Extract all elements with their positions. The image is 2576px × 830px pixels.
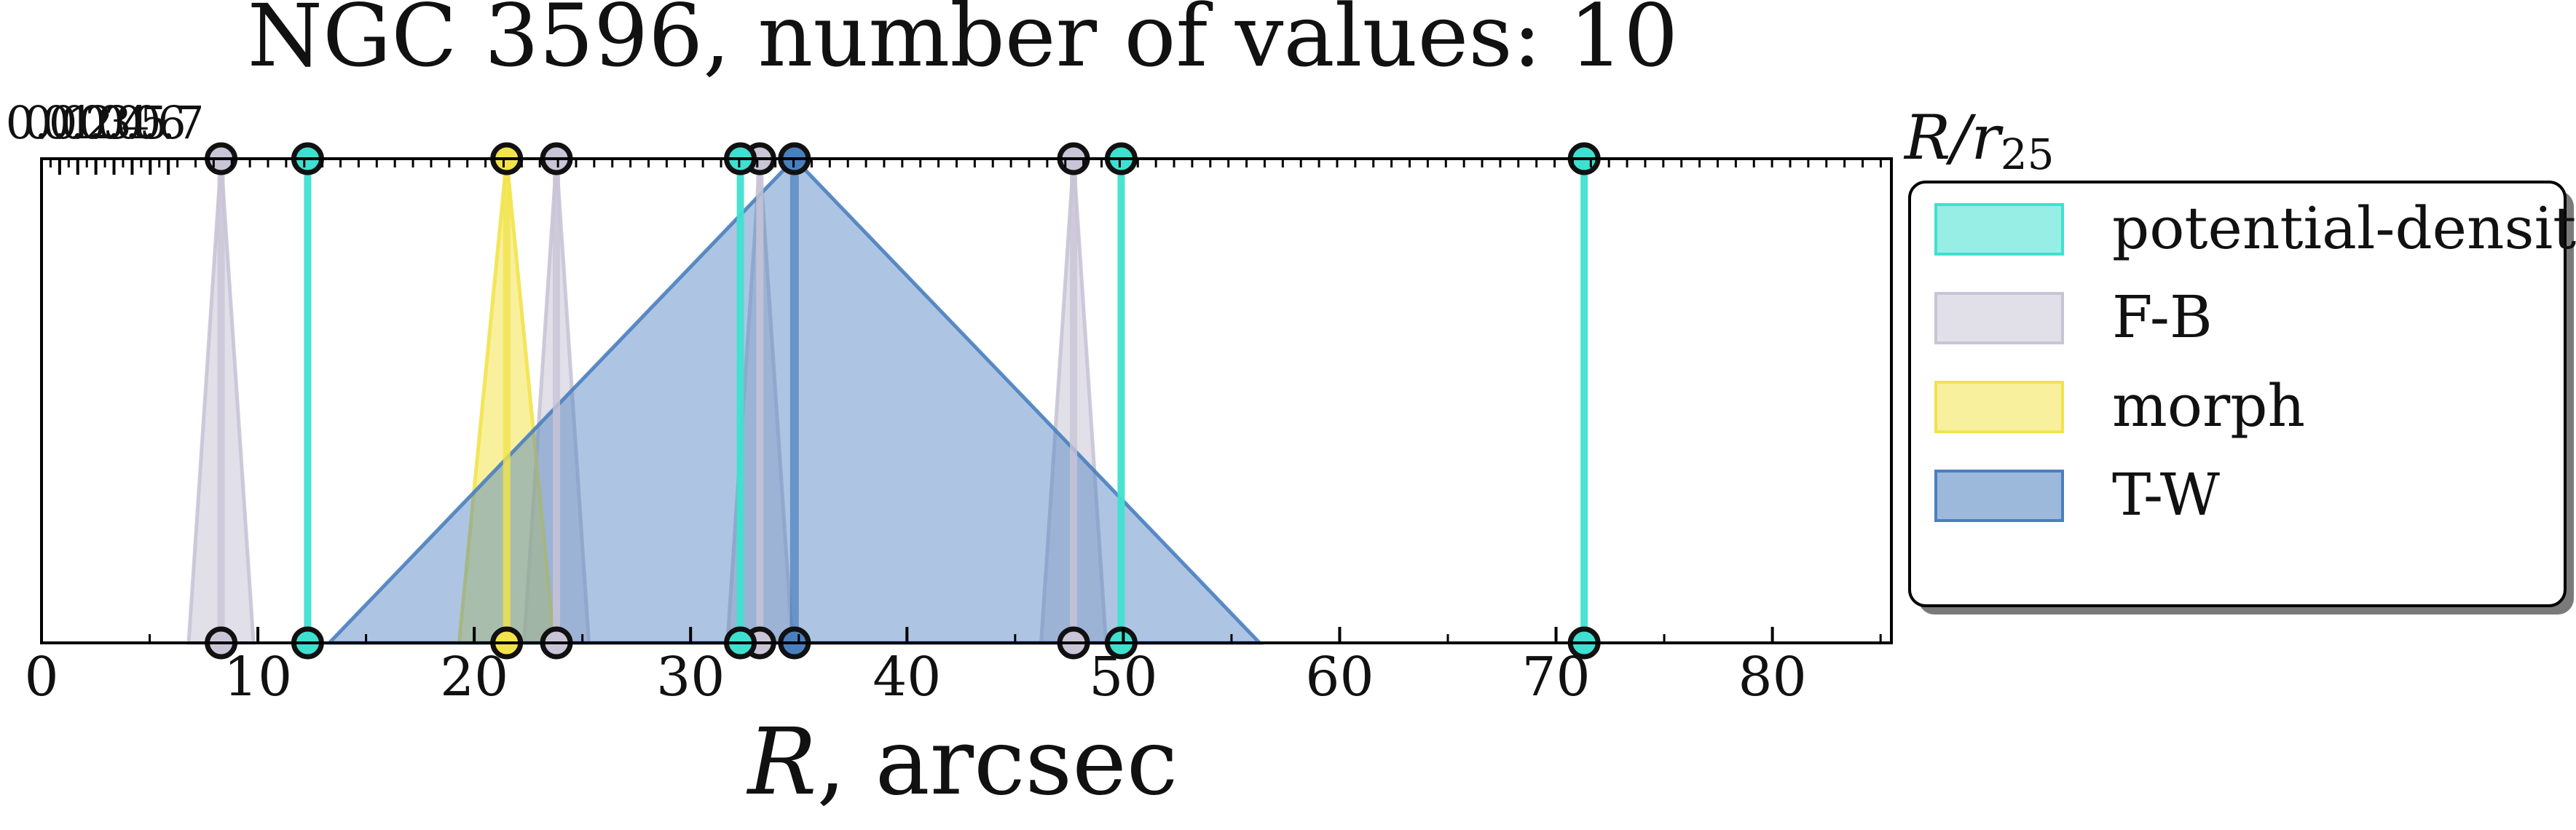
x-tick-label: 0 — [24, 646, 58, 708]
legend-label-potential-density: potential-density — [2112, 194, 2576, 262]
top-tick-label: 0.3 — [60, 96, 132, 149]
top-tick-label: 0.1 — [24, 96, 96, 149]
plot-lines — [217, 159, 1588, 643]
legend-swatch-morph — [1934, 381, 2064, 433]
top-tick-label: 0.6 — [114, 96, 186, 149]
top-tick-label: 0.4 — [78, 96, 150, 149]
chart-title: NGC 3596, number of values: 10 — [248, 0, 1679, 86]
top-tick-label: 0.7 — [133, 96, 205, 149]
x-tick-label: 40 — [873, 646, 941, 708]
top-axis: 0.00.10.20.30.40.50.60.7 — [6, 96, 1882, 175]
legend-swatch-potential-density — [1934, 203, 2064, 256]
x-tick-label: 30 — [656, 646, 725, 708]
legend-box — [1908, 181, 2567, 607]
plot-frame — [40, 157, 1893, 644]
legend-label-f-b: F-B — [2112, 283, 2213, 351]
top-axis-label-main: R/r — [1903, 102, 2004, 173]
x-tick-label: 70 — [1521, 646, 1590, 708]
top-axis-label-sub: 25 — [2001, 130, 2055, 179]
x-tick-label: 20 — [440, 646, 508, 708]
x-tick-label: 50 — [1089, 646, 1157, 708]
x-axis-label-main: R — [747, 708, 817, 815]
x-axis-label: R, arcsec — [747, 708, 1178, 815]
x-tick-label: 10 — [224, 646, 292, 708]
x-tick-label: 60 — [1305, 646, 1374, 708]
x-tick-label: 80 — [1738, 646, 1807, 708]
bottom-axis: 0 10 20 30 40 50 60 70 80 — [24, 627, 1882, 708]
legend-swatch-t-w — [1934, 470, 2064, 522]
top-tick-label: 0.0 — [6, 96, 78, 149]
legend: potential-density F-B morph T-W — [1908, 181, 2576, 614]
top-tick-label: 0.5 — [96, 96, 168, 149]
plot-bands — [186, 156, 1264, 645]
top-tick-label: 0.2 — [42, 96, 114, 149]
top-axis-label: R/r25 — [1903, 102, 2055, 179]
legend-swatch-f-b — [1934, 292, 2064, 344]
legend-label-t-w: T-W — [2112, 461, 2220, 529]
legend-label-morph: morph — [2112, 372, 2305, 440]
x-axis-label-unit: , arcsec — [817, 708, 1178, 815]
legend-items: potential-density F-B morph T-W — [1934, 194, 2576, 529]
